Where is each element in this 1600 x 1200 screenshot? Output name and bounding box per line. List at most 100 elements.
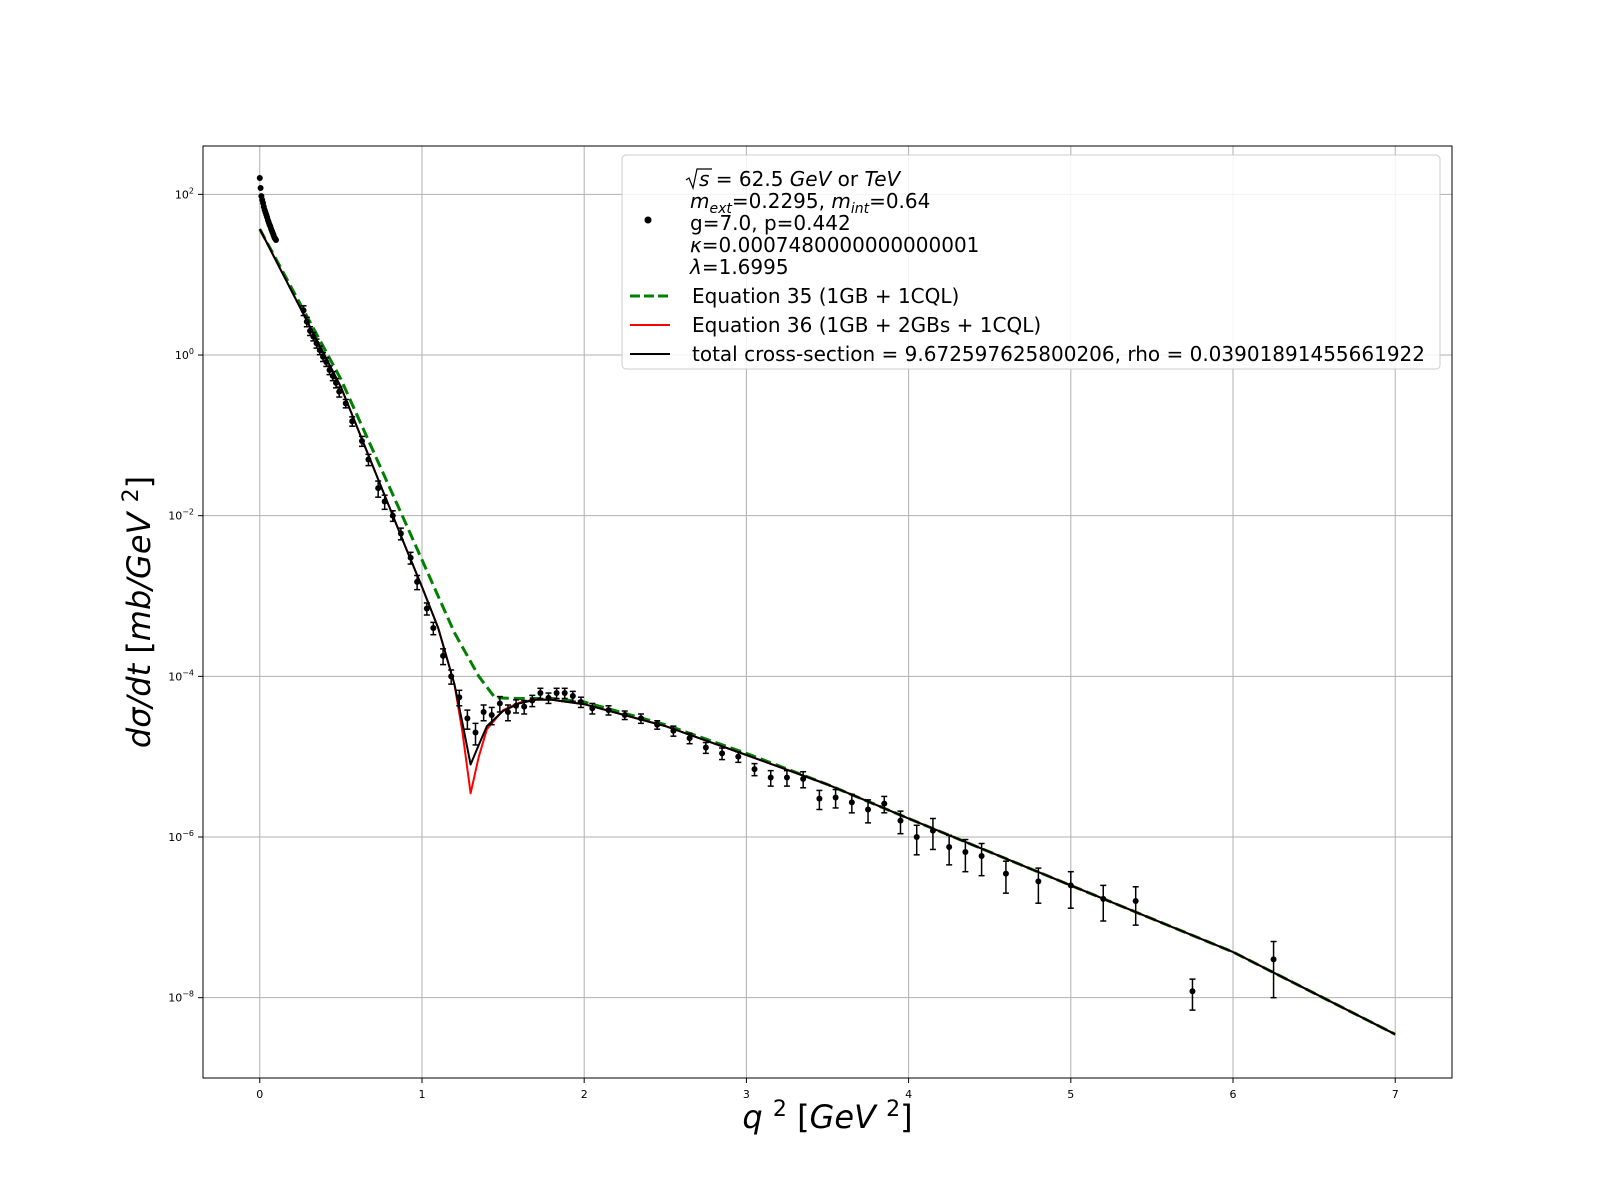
data-point xyxy=(521,703,528,710)
data-point xyxy=(537,690,544,697)
legend-marker-data xyxy=(644,216,652,224)
legend-box xyxy=(621,154,1441,370)
data-point xyxy=(767,774,774,781)
legend-data-line-2: mext​=0.2295, mint​=0.64 xyxy=(690,189,930,217)
axis-ticks xyxy=(198,193,1396,1083)
data-point xyxy=(816,795,823,802)
y-tick-label: 10−4 xyxy=(168,668,194,683)
data-point xyxy=(621,712,628,719)
data-point xyxy=(686,735,693,742)
data-point xyxy=(320,353,327,360)
data-point xyxy=(407,554,414,561)
x-axis-title: q 2 [GeV 2] xyxy=(742,1097,912,1136)
data-point xyxy=(342,400,349,407)
x-tick-label: 6 xyxy=(1230,1088,1237,1101)
data-point xyxy=(897,817,904,824)
y-tick-label: 10−6 xyxy=(168,829,194,844)
tick-labels: 0 1 2 3 4 5 6 7 102 100 10−2 10−4 10−6 10−8 xyxy=(168,186,1399,1101)
data-point xyxy=(946,844,953,851)
data-point xyxy=(336,388,343,395)
data-point xyxy=(978,853,985,860)
data-point xyxy=(430,624,437,631)
data-point xyxy=(423,605,430,612)
data-point xyxy=(300,307,307,314)
data-point xyxy=(1132,897,1139,904)
data-point xyxy=(272,237,279,244)
data-point xyxy=(448,673,455,680)
data-point xyxy=(1002,870,1009,877)
data-point xyxy=(545,694,552,701)
data-point xyxy=(310,333,317,340)
data-point xyxy=(1189,988,1196,995)
data-point xyxy=(313,340,320,347)
legend-data-line-5: λ=1.6995 xyxy=(689,255,789,279)
data-point xyxy=(962,849,969,856)
y-tick-label: 102 xyxy=(175,186,194,201)
data-point xyxy=(783,774,790,781)
y-tick-label: 10−2 xyxy=(168,508,194,523)
data-point xyxy=(1100,895,1107,902)
data-point xyxy=(303,318,310,325)
data-point xyxy=(561,690,568,697)
data-point xyxy=(397,530,404,537)
data-point xyxy=(488,712,495,719)
data-point xyxy=(349,418,356,425)
data-point xyxy=(719,750,726,757)
data-point xyxy=(865,806,872,813)
legend-label-2: Equation 36 (1GB + 2GBs + 1CQL) xyxy=(692,313,1041,337)
x-tick-label: 0 xyxy=(256,1088,263,1101)
legend-label-3: total cross-section = 9.672597625800206,… xyxy=(692,342,1425,366)
plot-frame xyxy=(202,145,1453,1079)
y-axis-title: dσ/dt [mb/GeV 2] xyxy=(119,476,158,748)
data-point xyxy=(504,708,511,715)
data-point xyxy=(323,358,330,365)
data-point xyxy=(389,512,396,519)
data-point xyxy=(456,694,463,701)
data-point xyxy=(365,456,372,463)
data-point xyxy=(1035,878,1042,885)
x-tick-label: 7 xyxy=(1392,1088,1399,1101)
data-point xyxy=(1067,882,1074,889)
data-point xyxy=(329,372,336,379)
data-point xyxy=(472,729,479,736)
data-point xyxy=(553,690,560,697)
legend-data-line-1: s = 62.5 GeV or TeV xyxy=(699,167,902,191)
data-point xyxy=(848,799,855,806)
legend-label-1: Equation 35 (1GB + 1CQL) xyxy=(692,284,959,308)
data-point xyxy=(414,578,421,585)
data-point xyxy=(654,721,661,728)
data-point xyxy=(637,715,644,722)
y-tick-label: 100 xyxy=(175,347,194,362)
x-tick-label: 4 xyxy=(905,1088,912,1101)
data-point xyxy=(929,827,936,834)
data-point xyxy=(702,744,709,751)
x-tick-label: 5 xyxy=(1067,1088,1074,1101)
x-tick-label: 3 xyxy=(743,1088,750,1101)
data-point xyxy=(569,692,576,699)
data-point xyxy=(496,700,503,707)
data-point xyxy=(316,347,323,354)
data-point xyxy=(800,775,807,782)
data-point xyxy=(256,174,263,181)
data-point xyxy=(1270,956,1277,963)
data-points xyxy=(256,174,1277,1011)
data-point xyxy=(440,652,447,659)
x-tick-label: 2 xyxy=(581,1088,588,1101)
data-point xyxy=(381,498,388,505)
data-point xyxy=(480,708,487,715)
data-point xyxy=(333,379,340,386)
legend-data-line-4: κ=0.0007480000000000001 xyxy=(690,233,979,257)
data-point xyxy=(358,438,365,445)
x-tick-label: 1 xyxy=(418,1088,425,1101)
data-point xyxy=(751,766,758,773)
data-point xyxy=(735,753,742,760)
data-point xyxy=(257,185,264,192)
sqrt-sign xyxy=(685,168,712,191)
legend-data-line-3: g=7.0, p=0.442 xyxy=(690,211,851,235)
data-point xyxy=(832,794,839,801)
data-point xyxy=(375,485,382,492)
data-point xyxy=(577,698,584,705)
data-point xyxy=(529,697,536,704)
